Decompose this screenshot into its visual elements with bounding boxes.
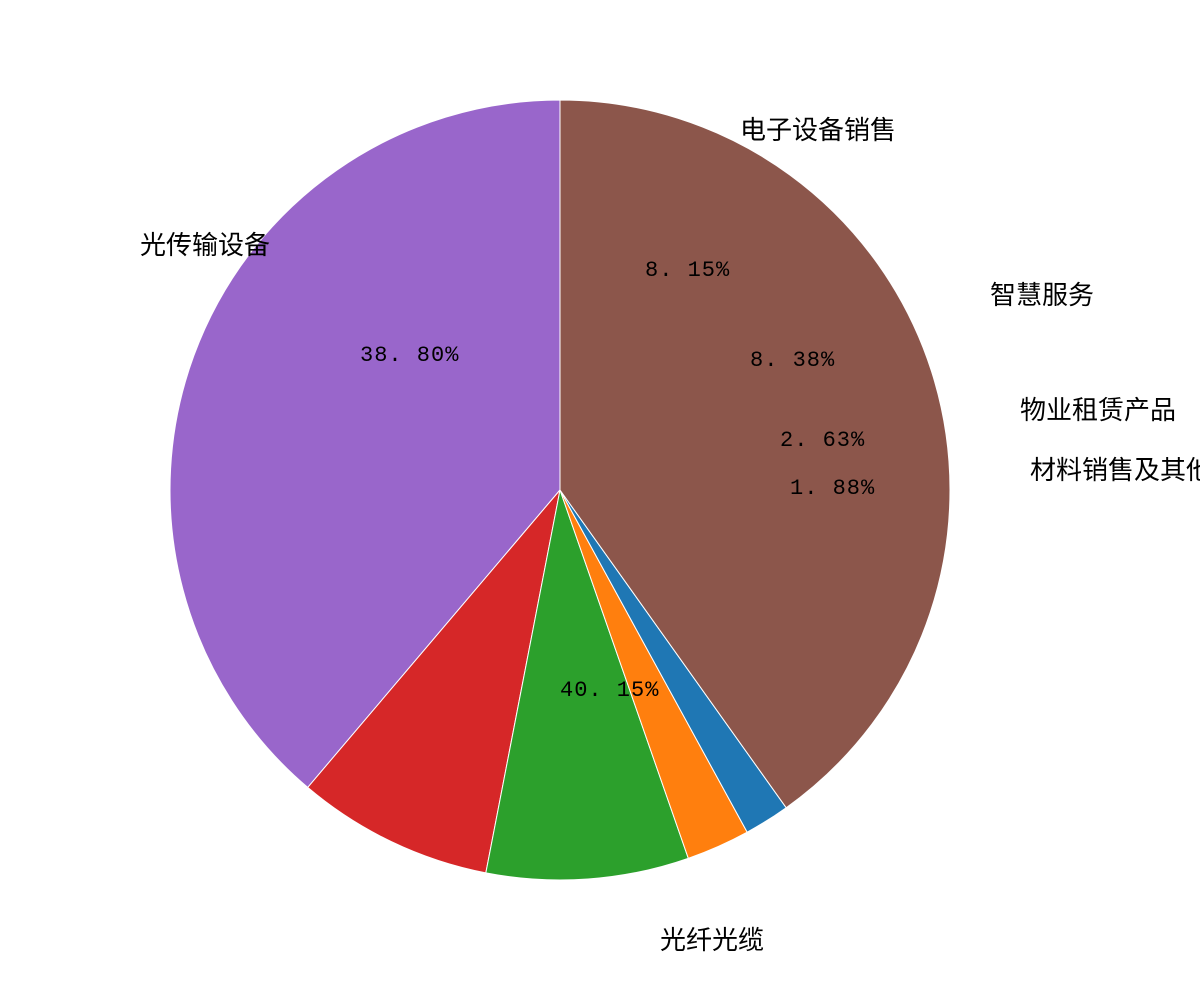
- pie-svg: [0, 0, 1200, 1000]
- slice-percent: 2. 63%: [780, 430, 865, 452]
- slice-percent: 40. 15%: [560, 680, 659, 702]
- slice-label: 智慧服务: [990, 280, 1094, 311]
- slice-label: 电子设备销售: [740, 115, 896, 146]
- slice-percent: 38. 80%: [360, 345, 459, 367]
- slice-label: 光传输设备: [140, 230, 270, 261]
- slice-label: 材料销售及其他: [1030, 455, 1200, 486]
- pie-chart: 光传输设备 电子设备销售智慧服务物业租赁产品材料销售及其他光纤光缆 38. 80% 8…: [0, 0, 1200, 1000]
- slice-label: 光纤光缆: [660, 925, 764, 956]
- slice-label: 物业租赁产品: [1020, 395, 1176, 426]
- slice-percent: 8. 15%: [645, 260, 730, 282]
- slice-percent: 1. 88%: [790, 478, 875, 500]
- slice-percent: 8. 38%: [750, 350, 835, 372]
